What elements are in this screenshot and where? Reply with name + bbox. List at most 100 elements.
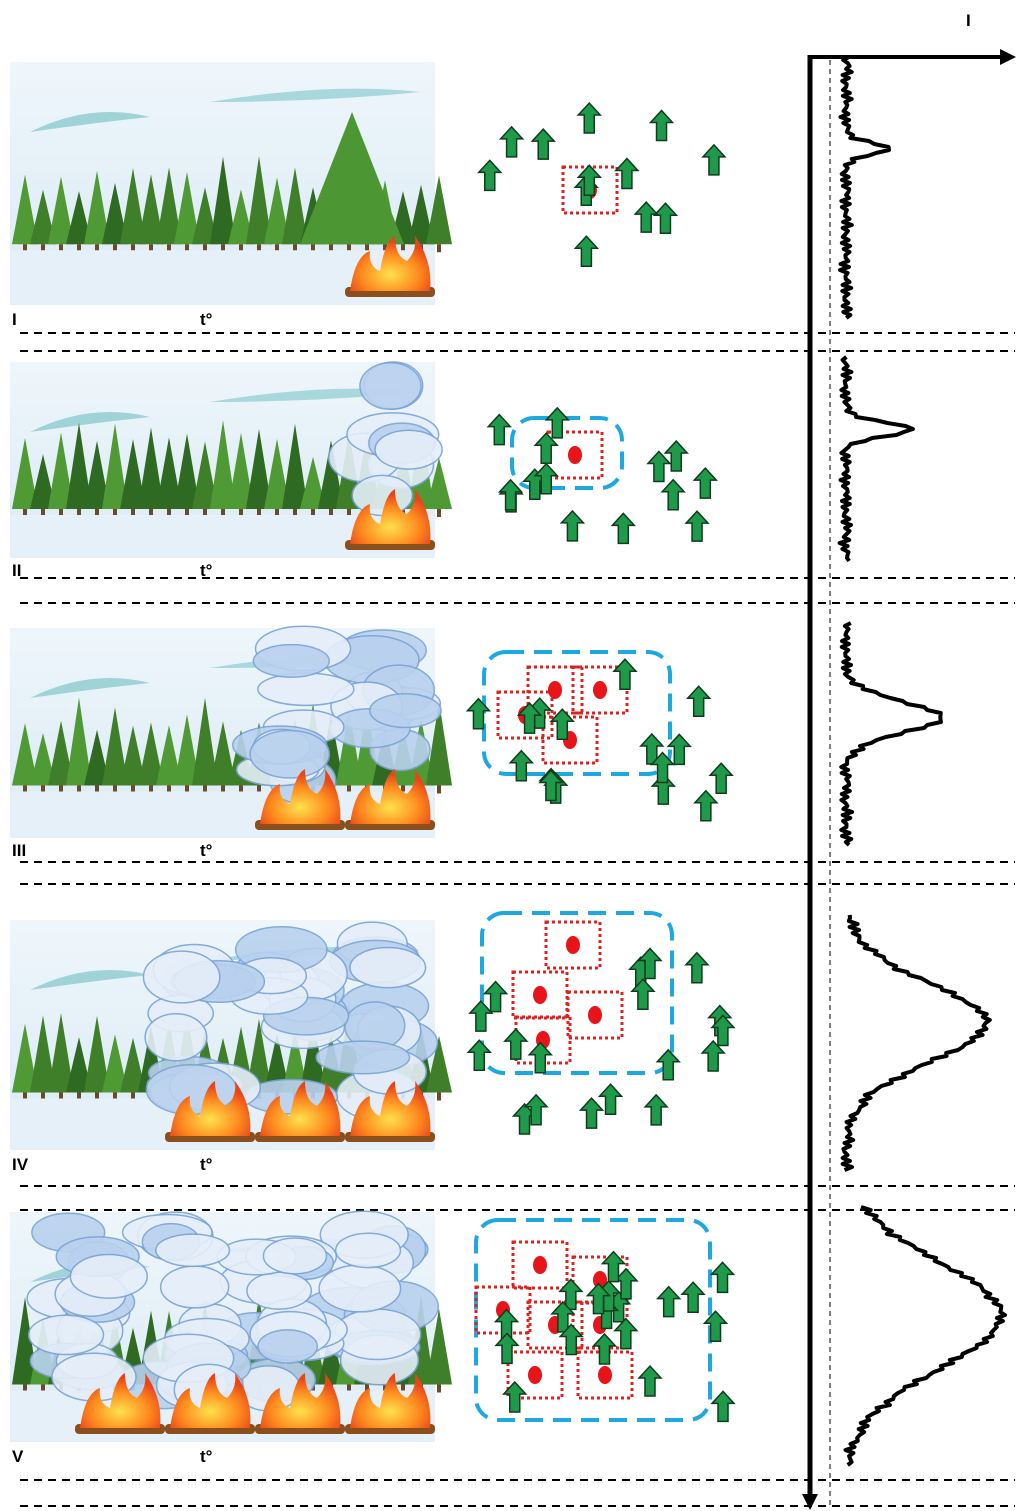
trunk xyxy=(23,785,27,794)
tree xyxy=(300,1016,326,1093)
arrow xyxy=(559,509,586,542)
arrow xyxy=(558,1278,584,1311)
trunk xyxy=(113,509,117,517)
trunk xyxy=(437,1384,441,1393)
arrow xyxy=(544,406,570,439)
tree xyxy=(408,184,434,245)
smoke xyxy=(359,361,422,411)
trunk xyxy=(329,244,333,253)
axis-arrowhead xyxy=(802,1494,818,1510)
trunk xyxy=(401,244,405,253)
trunk xyxy=(437,244,441,253)
tree xyxy=(282,423,308,509)
trunk xyxy=(41,509,45,517)
signal-curve xyxy=(838,55,891,320)
arrow xyxy=(708,762,734,795)
big-tree xyxy=(300,112,404,245)
particle-core xyxy=(593,681,607,699)
arrow xyxy=(655,1048,681,1081)
tree xyxy=(246,156,272,245)
trunk xyxy=(41,244,45,253)
tree xyxy=(228,432,254,509)
cluster xyxy=(571,665,629,715)
tree xyxy=(66,422,92,509)
trunk xyxy=(275,509,279,517)
trunk xyxy=(59,785,63,794)
cluster xyxy=(511,1240,569,1290)
trunk xyxy=(23,509,27,517)
cloud-streak xyxy=(30,112,150,132)
stage-label: V xyxy=(12,1447,24,1466)
tree xyxy=(210,156,236,245)
fire xyxy=(170,1081,251,1136)
cluster xyxy=(526,1300,584,1350)
trunk xyxy=(95,1092,99,1101)
cloud-streak xyxy=(30,970,150,990)
arrow xyxy=(692,467,719,499)
stage-label: I xyxy=(12,310,17,329)
tree xyxy=(12,437,38,509)
trunk xyxy=(185,785,189,794)
trunk xyxy=(77,1092,81,1101)
signal-curve xyxy=(837,355,915,563)
tree xyxy=(120,725,146,786)
arrow xyxy=(503,1028,529,1060)
tree xyxy=(48,720,74,786)
tree xyxy=(120,167,146,245)
arrow xyxy=(494,1332,520,1365)
trunk xyxy=(437,509,441,517)
trunk xyxy=(149,785,153,794)
tree xyxy=(426,175,452,245)
tree xyxy=(264,177,290,245)
trunk xyxy=(167,244,171,253)
tree xyxy=(48,1013,74,1093)
arrow xyxy=(508,749,535,782)
tree xyxy=(210,420,236,509)
cluster xyxy=(544,920,602,970)
tree xyxy=(30,1015,56,1093)
arrow xyxy=(637,947,663,980)
tree xyxy=(264,438,290,509)
trunk xyxy=(221,785,225,794)
trunk xyxy=(275,244,279,253)
particle-core xyxy=(533,986,547,1004)
trunk xyxy=(311,509,315,517)
trunk xyxy=(185,509,189,517)
arrow xyxy=(648,109,675,142)
trunk xyxy=(113,1092,117,1101)
trunk xyxy=(23,244,27,253)
arrow xyxy=(530,128,556,160)
tree xyxy=(174,714,200,786)
tree xyxy=(48,176,74,245)
tree xyxy=(120,1037,146,1093)
fire xyxy=(170,1373,251,1428)
trunk xyxy=(311,244,315,253)
arrow xyxy=(680,1281,706,1313)
trunk xyxy=(437,785,441,794)
tree xyxy=(12,174,38,245)
particle-core xyxy=(588,1006,602,1024)
smoke xyxy=(142,950,221,1004)
trunk xyxy=(23,1384,27,1393)
trunk xyxy=(293,509,297,517)
axis-label: I xyxy=(966,11,971,30)
fire xyxy=(350,769,431,824)
arrow xyxy=(684,510,710,542)
fire xyxy=(260,769,341,824)
arrow xyxy=(533,432,559,464)
arrow xyxy=(701,143,727,176)
arrow xyxy=(613,1267,639,1300)
tree xyxy=(426,1308,452,1385)
arrow xyxy=(465,697,492,730)
tree xyxy=(174,171,200,245)
tree xyxy=(138,427,164,509)
tree xyxy=(66,697,92,786)
trunk xyxy=(347,509,351,517)
arrow xyxy=(646,450,672,483)
trunk xyxy=(59,509,63,517)
trunk xyxy=(95,509,99,517)
smoke xyxy=(349,946,427,989)
region-boundary xyxy=(480,911,674,1075)
tree xyxy=(246,428,272,509)
region-boundary xyxy=(474,1218,712,1422)
